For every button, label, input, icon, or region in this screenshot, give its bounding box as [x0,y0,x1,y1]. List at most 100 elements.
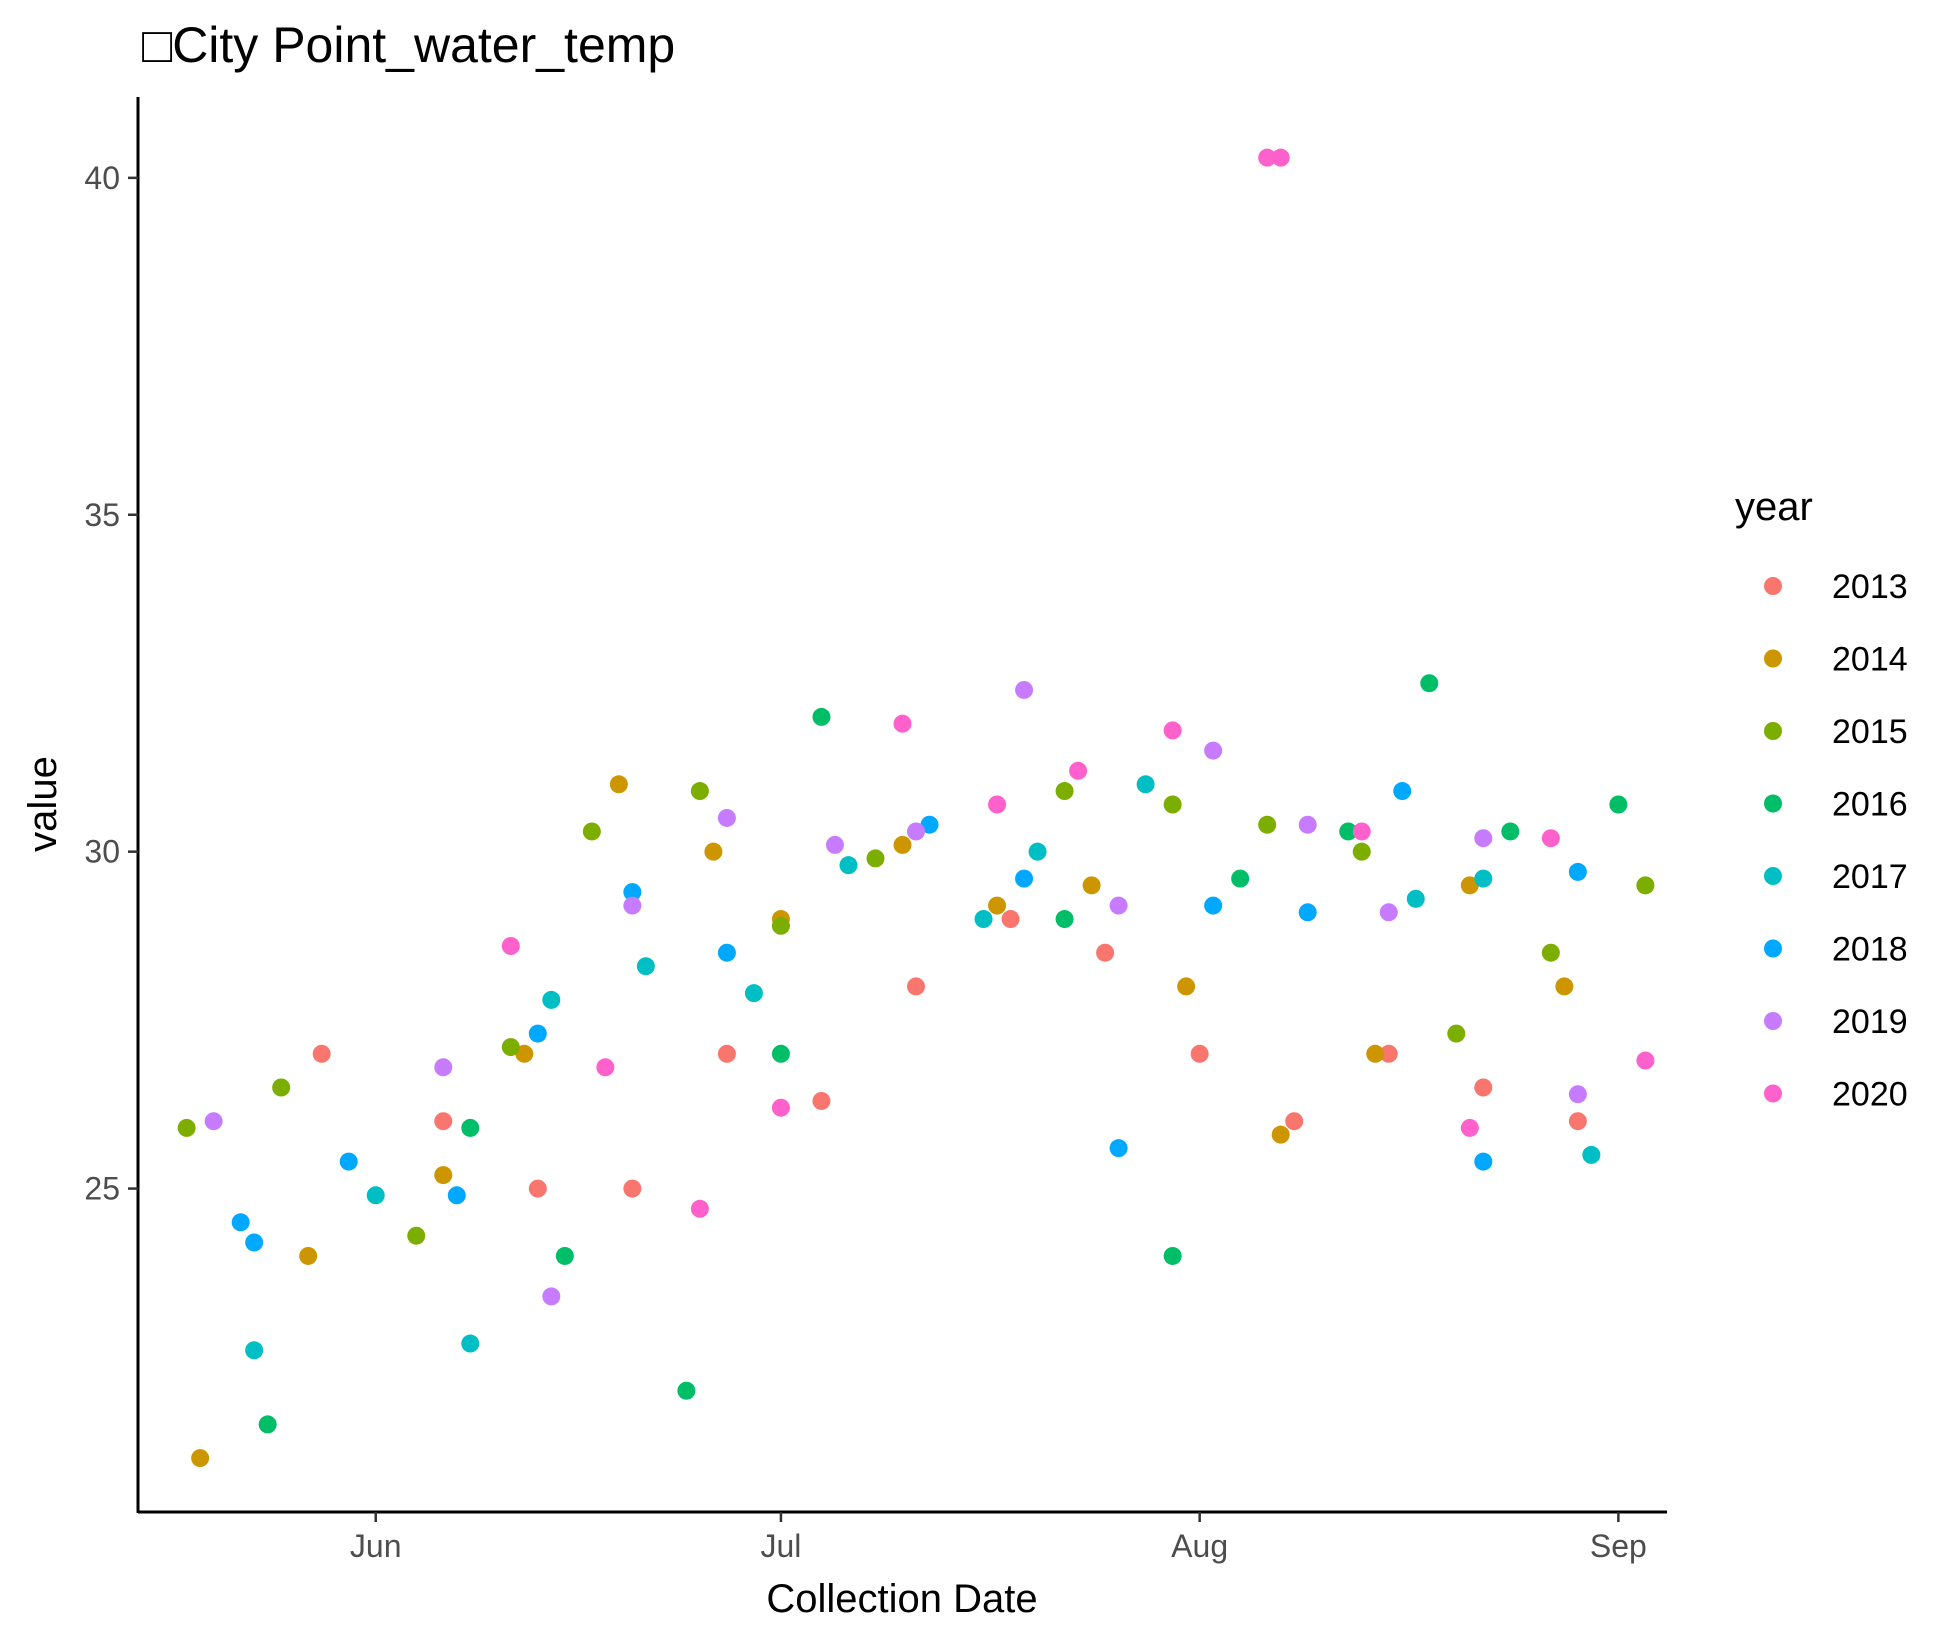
data-point [272,1078,291,1097]
data-point [988,896,1007,915]
data-point [1366,1044,1385,1063]
data-point [866,849,885,868]
series-2015 [177,782,1655,1245]
data-point [623,896,642,915]
data-point [1339,822,1358,841]
legend-key [1764,939,1782,958]
data-point [1406,889,1425,908]
series-2020 [501,148,1655,1218]
data-point [1541,943,1560,962]
y-tick-label: 25 [84,1171,120,1207]
series-2014 [191,775,1574,1468]
data-point [434,1058,453,1077]
data-point [1082,876,1101,895]
data-point [1258,815,1277,834]
data-point [1379,1044,1398,1063]
data-point [1163,1246,1182,1265]
data-point [1420,674,1439,693]
legend-label: 2015 [1832,713,1908,751]
data-point [1001,910,1020,929]
y-tick-label: 35 [84,497,120,533]
data-point [1015,680,1034,699]
data-point [1352,842,1371,861]
x-tick-label: Jul [760,1528,801,1564]
legend-key [1764,1084,1782,1103]
data-point [717,1044,736,1063]
data-point [771,1098,790,1117]
data-point [812,1091,831,1110]
data-point [1474,1078,1493,1097]
data-point [1609,795,1628,814]
data-point [407,1226,426,1245]
data-point [245,1341,264,1360]
data-point [1555,977,1574,996]
data-point [1636,876,1655,895]
data-point [1568,862,1587,881]
data-point [434,1112,453,1131]
data-point [555,1246,574,1265]
series-2013 [312,910,1587,1198]
data-point [677,1381,696,1400]
data-point [1541,829,1560,848]
legend-key [1764,794,1782,813]
data-point [771,916,790,935]
data-point [1109,1139,1128,1158]
legend-key [1764,1012,1782,1030]
data-point [1028,842,1047,861]
data-point [920,815,939,834]
data-point [974,910,993,929]
legend-label: 2016 [1832,786,1908,824]
legend-label: 2017 [1832,858,1908,896]
data-point [339,1152,358,1171]
data-point [907,977,926,996]
data-point [1379,903,1398,922]
data-point [528,1179,547,1198]
data-point [1271,148,1290,167]
data-point [1258,148,1277,167]
legend-key [1764,577,1782,595]
data-point [515,1044,534,1063]
data-point [1271,1125,1290,1144]
data-point [771,1044,790,1063]
series-2016 [258,674,1628,1434]
data-point [704,842,723,861]
data-point [434,1166,453,1185]
data-point [542,990,561,1009]
data-point [1055,782,1074,801]
data-point [596,1058,615,1077]
data-point [312,1044,331,1063]
data-point [1109,896,1128,915]
data-point [461,1118,480,1137]
data-point [1352,822,1371,841]
data-point [1447,1024,1466,1043]
data-point [717,808,736,827]
data-point [1015,869,1034,888]
data-point [988,795,1007,814]
legend-label: 2019 [1832,1003,1908,1041]
data-point [1474,1152,1493,1171]
series-2017 [245,775,1601,1360]
legend-label: 2018 [1832,931,1908,969]
data-point [582,822,601,841]
data-point [893,835,912,854]
legend-title: year [1735,485,1813,529]
data-point [1582,1145,1601,1164]
data-point [177,1118,196,1137]
data-points [177,148,1655,1468]
y-tick-label: 30 [84,834,120,870]
data-point [204,1112,223,1131]
y-axis: 25 30 35 40 value [21,97,140,1513]
legend-key [1764,867,1782,885]
data-point [1177,977,1196,996]
data-point [501,1038,520,1057]
data-point [191,1449,210,1468]
data-point [447,1186,466,1205]
data-point [907,822,926,841]
data-point [1231,869,1250,888]
legend: year 2013 2014 2015 2016 2017 2018 2019 2020 [1735,485,1908,1114]
data-point [1285,1112,1304,1131]
legend-label: 2013 [1832,568,1908,606]
x-axis: Jun Jul Aug Sep Collection Date [138,1510,1667,1621]
chart-title: □City Point_water_temp [142,17,675,73]
